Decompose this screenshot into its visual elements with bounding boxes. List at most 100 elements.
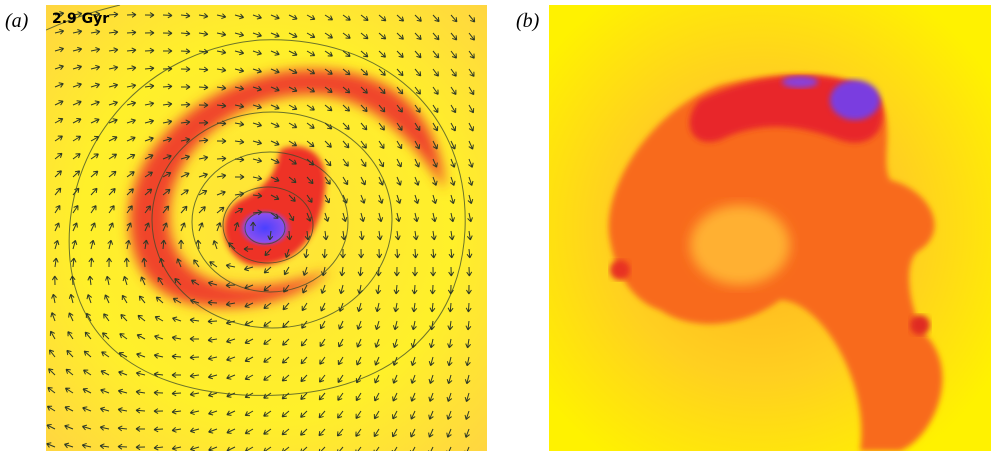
arrow [414,86,421,95]
arrow [66,349,74,358]
arrow [162,205,170,214]
arrow [54,82,64,88]
arrow [226,446,236,451]
arrow [432,68,439,77]
arrow [446,428,452,438]
arrow [68,293,75,304]
arrow [216,155,227,162]
arrow [234,13,245,20]
arrow [324,122,333,130]
arrow [468,32,475,41]
arrow [324,158,332,167]
arrow [54,187,62,196]
arrow [446,446,452,451]
arrow [171,390,182,397]
arrow [286,230,293,241]
arrow [300,410,308,418]
arrow [180,12,191,19]
arrow [392,374,398,384]
arrow [270,158,280,164]
arrow [158,257,165,268]
arrow [395,194,402,204]
arrow [225,301,236,307]
arrow [208,428,218,434]
arrow [153,371,164,378]
arrow [54,46,65,53]
arrow [432,14,440,23]
arrow [126,29,137,36]
arrow [162,154,172,160]
arrow [90,153,99,160]
arrow [410,428,416,438]
arrow [126,222,132,232]
arrow [270,50,280,56]
arrow [338,320,344,330]
arrow [270,194,280,201]
arrow [281,410,290,418]
arrow [108,170,117,178]
arrow [171,372,182,378]
arrow [288,86,298,93]
arrow [234,67,245,74]
arrow [234,85,245,92]
arrow [270,140,280,146]
arrow [468,140,474,150]
arrow [52,257,59,268]
arrow [72,29,83,35]
arrow [396,68,404,77]
arrow [144,136,154,142]
arrow [359,212,366,223]
arrow [263,374,272,381]
arrow [140,276,146,286]
arrow [357,284,363,295]
arrow [306,32,316,39]
arrow [90,170,99,178]
arrow [138,295,146,304]
arrow [448,248,455,259]
arrow [54,204,61,214]
arrow [104,294,110,304]
arrow [226,428,236,434]
arrow [320,302,326,312]
arrow [252,103,262,110]
arrow [126,205,133,214]
arrow [396,122,403,131]
arrow [99,425,110,431]
arrow [180,119,191,126]
arrow [342,194,348,204]
arrow [108,153,118,160]
arrow [135,425,146,432]
arrow [48,349,56,358]
arrow [342,86,351,94]
arrow [54,170,62,178]
arrow [410,392,416,402]
arrow [252,157,263,164]
arrow [432,158,438,168]
arrow [209,261,218,268]
arrow [431,212,438,223]
arrow [216,102,227,109]
arrow [411,320,417,331]
arrow [226,392,236,398]
arrow [321,266,327,277]
arrow [342,14,351,21]
arrow [144,171,153,178]
arrow [234,156,245,163]
arrow [252,49,262,56]
arrow [360,140,367,149]
arrow [243,246,254,252]
arrow [446,356,453,367]
arrow [270,68,280,74]
arrow [288,158,297,165]
arrow [319,320,326,330]
arrow [180,205,188,214]
arrow [99,406,110,413]
arrow [72,135,82,142]
arrow [108,188,116,196]
arrow [281,392,290,400]
arrow [176,258,182,268]
arrow [234,174,245,180]
arrow [270,122,280,128]
arrow [162,83,173,90]
arrow [337,410,344,419]
